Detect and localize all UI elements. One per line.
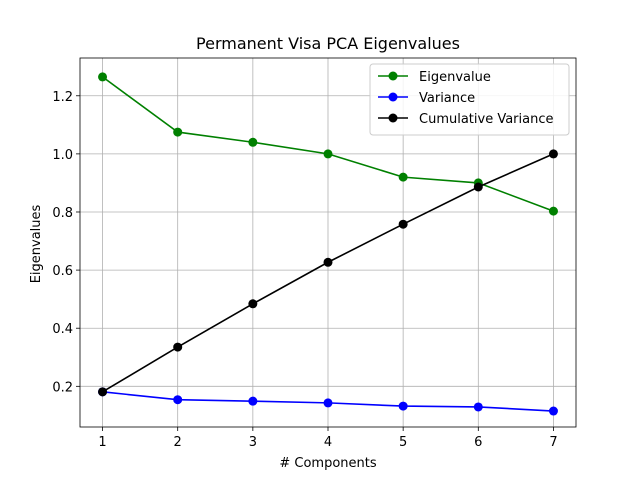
data-point bbox=[323, 257, 333, 267]
x-axis-title: # Components bbox=[279, 456, 376, 471]
data-point bbox=[548, 406, 558, 416]
series-group bbox=[98, 72, 558, 416]
y-tick-label: 0.4 bbox=[52, 322, 73, 337]
x-tick-label: 3 bbox=[249, 435, 257, 450]
legend-item: Eigenvalue bbox=[378, 70, 491, 85]
legend-item: Variance bbox=[378, 91, 475, 106]
x-tick-label: 5 bbox=[399, 435, 407, 450]
legend-label: Cumulative Variance bbox=[419, 112, 554, 127]
x-tick-label: 2 bbox=[174, 435, 182, 450]
legend-label: Eigenvalue bbox=[419, 70, 491, 85]
data-point bbox=[473, 182, 483, 192]
data-point bbox=[248, 137, 258, 147]
legend-item: Cumulative Variance bbox=[378, 112, 554, 127]
x-tick-label: 6 bbox=[474, 435, 482, 450]
legend-label: Variance bbox=[419, 91, 475, 106]
y-tick-label: 0.8 bbox=[52, 206, 73, 221]
y-tick-label: 1.2 bbox=[52, 90, 73, 105]
series-cumulative-variance bbox=[98, 149, 558, 397]
plot-frame bbox=[79, 57, 577, 428]
x-tick-label: 7 bbox=[549, 435, 557, 450]
x-tick-label: 1 bbox=[98, 435, 106, 450]
axes: 1 2 3 4 5 6 7 0.2 0.4 0.6 0.8 1.0 1.2 bbox=[52, 57, 577, 450]
data-point bbox=[398, 219, 408, 229]
data-point bbox=[248, 396, 258, 406]
y-tick-label: 0.2 bbox=[52, 380, 73, 395]
y-tick-label: 0.6 bbox=[52, 264, 73, 279]
data-point bbox=[398, 172, 408, 182]
data-point bbox=[173, 127, 183, 137]
legend-box bbox=[369, 63, 570, 136]
data-point bbox=[548, 206, 558, 216]
series-variance bbox=[98, 387, 558, 416]
data-point bbox=[323, 398, 333, 408]
data-point bbox=[548, 149, 558, 159]
data-point bbox=[173, 395, 183, 405]
data-point bbox=[248, 299, 258, 309]
x-tick-label: 4 bbox=[324, 435, 332, 450]
legend-swatch-marker bbox=[388, 92, 398, 102]
data-point bbox=[398, 401, 408, 411]
legend-swatch-marker bbox=[388, 113, 398, 123]
chart-title: Permanent Visa PCA Eigenvalues bbox=[196, 34, 460, 53]
data-point bbox=[98, 387, 108, 397]
data-point bbox=[473, 402, 483, 412]
y-axis-title: Eigenvalues bbox=[29, 204, 44, 283]
y-tick-label: 1.0 bbox=[52, 148, 73, 163]
legend-swatch-marker bbox=[388, 71, 398, 81]
legend: Eigenvalue Variance Cumulative Variance bbox=[369, 63, 570, 136]
data-point bbox=[323, 149, 333, 159]
gridlines bbox=[80, 58, 576, 427]
data-point bbox=[173, 342, 183, 352]
data-point bbox=[98, 72, 108, 82]
